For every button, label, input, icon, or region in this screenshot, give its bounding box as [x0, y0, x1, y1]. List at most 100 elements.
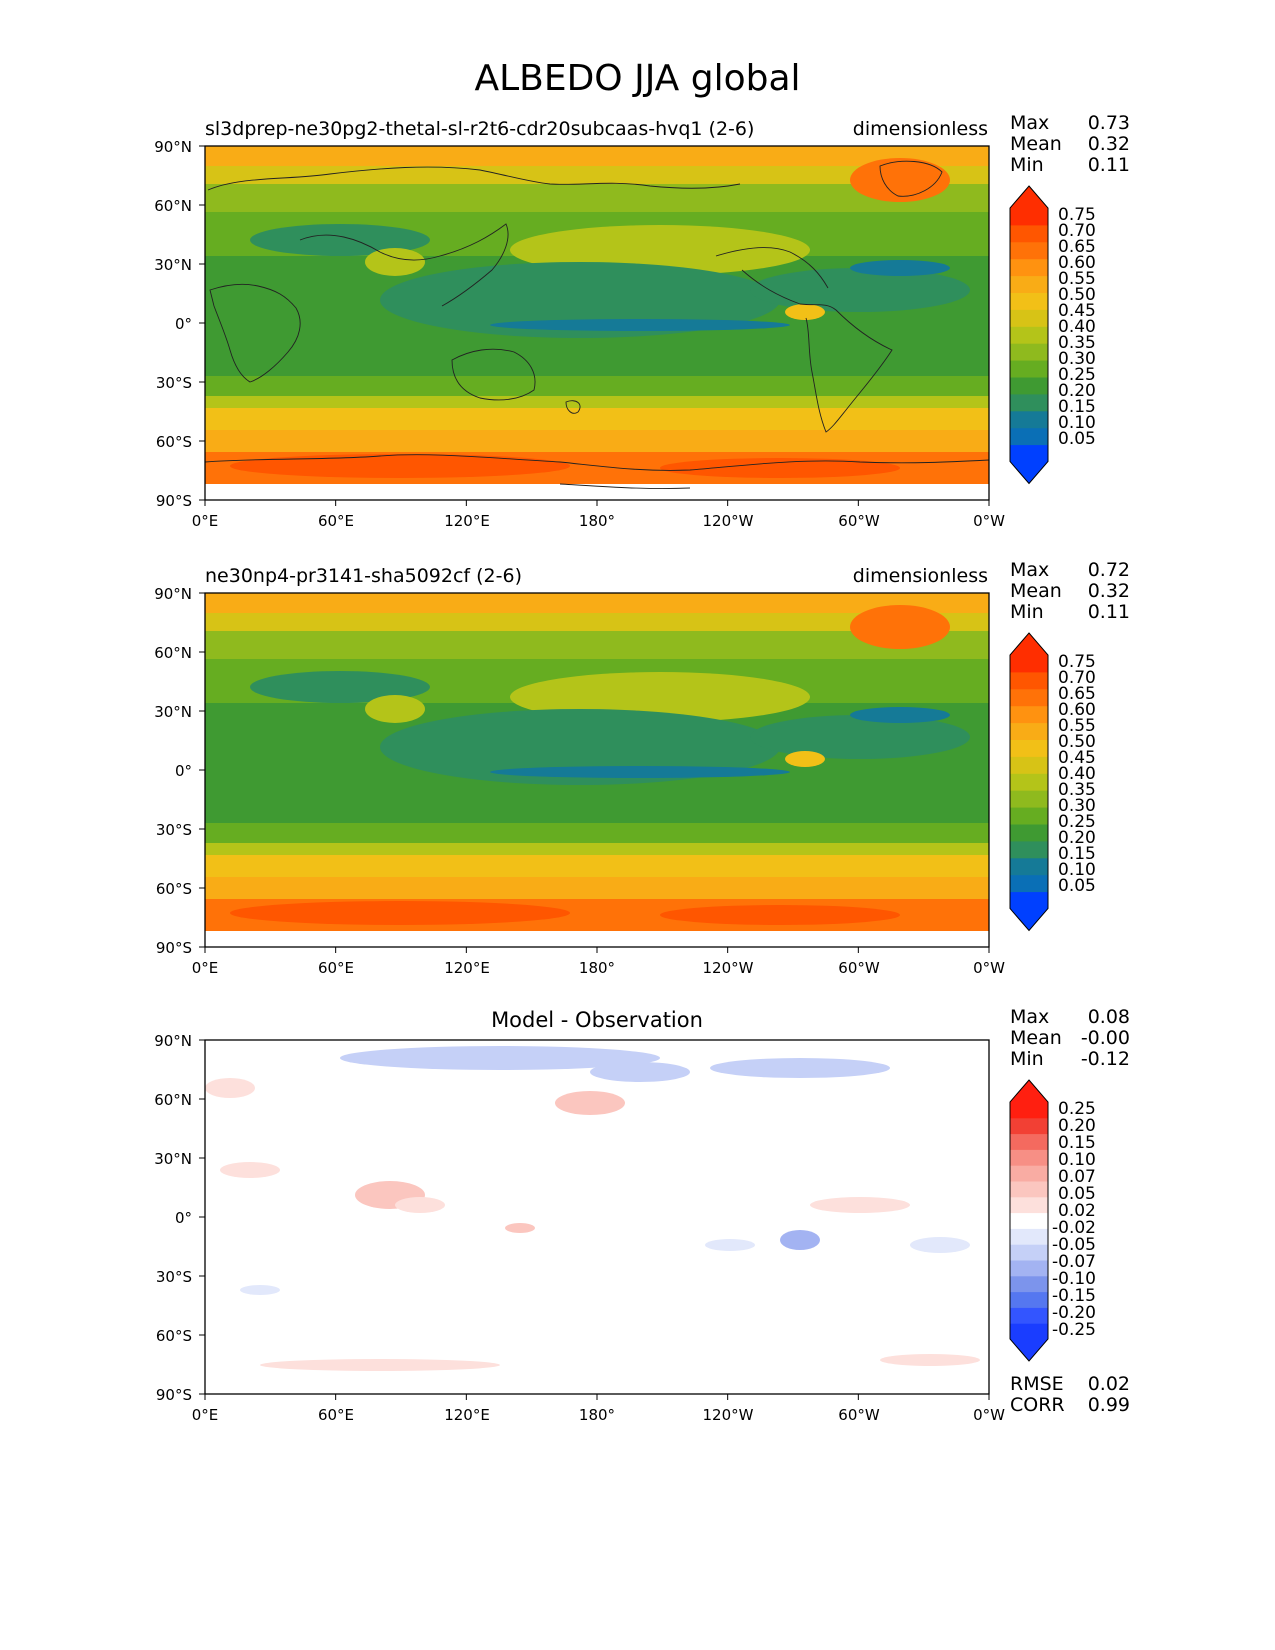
colorbar-label: 0.15	[1058, 397, 1096, 417]
colorbar-segment	[1010, 655, 1048, 673]
colorbar-segment	[1010, 1275, 1048, 1293]
y-tick-label: 60°S	[155, 880, 192, 898]
y-tick-label: 90°N	[154, 585, 192, 603]
y-tick-label: 30°N	[154, 1150, 192, 1168]
panel-1-tick-marks	[199, 145, 990, 506]
stat-value: 0.08	[1087, 1006, 1130, 1028]
x-tick-label: 180°	[578, 959, 616, 977]
colorbar-label: 0.20	[1058, 828, 1096, 848]
x-tick-label: 0°W	[973, 959, 1005, 977]
colorbar-segment	[1010, 671, 1048, 690]
y-tick-label: 60°N	[154, 197, 192, 215]
colorbar-label: 0.75	[1058, 205, 1096, 225]
colorbar-label: 0.45	[1058, 748, 1096, 768]
y-tick-label: 30°N	[154, 703, 192, 721]
colorbar-label: -0.25	[1052, 1320, 1096, 1340]
colorbar-outline	[1009, 185, 1049, 485]
colorbar-segment	[1010, 1260, 1048, 1277]
stat-label: RMSE	[1010, 1373, 1064, 1395]
stat-label: Min	[1010, 154, 1044, 176]
colorbar-label: 0.50	[1058, 732, 1096, 752]
figure-title: ALBEDO JJA global	[474, 58, 801, 99]
y-tick-label: 30°S	[155, 374, 192, 392]
colorbar-outline	[1009, 1079, 1049, 1362]
x-tick-label: 120°W	[702, 959, 754, 977]
colorbar-segment	[1010, 688, 1048, 707]
colorbar-label: 0.70	[1058, 668, 1096, 688]
stat-value: 0.11	[1087, 154, 1130, 176]
colorbar-segment	[1010, 292, 1048, 310]
colorbar-label: -0.07	[1052, 1252, 1096, 1272]
y-tick-label: 30°S	[155, 821, 192, 839]
colorbar-segment	[1010, 824, 1048, 842]
y-tick-label: 90°N	[154, 1032, 192, 1050]
stat-value: 0.99	[1087, 1394, 1130, 1416]
y-tick-label: 30°S	[155, 1268, 192, 1286]
x-tick-label: 180°	[578, 1406, 616, 1424]
colorbar-label: 0.60	[1058, 700, 1096, 720]
x-tick-label: 120°E	[444, 512, 490, 530]
panel-2-field	[205, 593, 989, 947]
x-tick-label: 0°W	[973, 512, 1005, 530]
colorbar-segment	[1010, 360, 1048, 378]
colorbar-label: 0.15	[1058, 1133, 1096, 1153]
panel-2-tick-marks	[199, 592, 990, 953]
colorbar-label: 0.75	[1058, 652, 1096, 672]
colorbar-segment	[1010, 1291, 1048, 1308]
colorbar-label: 0.65	[1058, 684, 1096, 704]
stat-label: CORR	[1010, 1394, 1065, 1416]
stat-label: Max	[1010, 559, 1050, 581]
colorbar-label: -0.10	[1052, 1269, 1096, 1289]
colorbar-segment	[1010, 410, 1048, 429]
colorbar-segment	[1010, 840, 1048, 859]
colorbar-extend-min	[1010, 1339, 1048, 1361]
x-tick-label: 0°W	[973, 1406, 1005, 1424]
colorbar-segment	[1010, 756, 1048, 774]
y-tick-label: 60°S	[155, 1327, 192, 1345]
colorbar-segment	[1010, 1323, 1048, 1340]
x-tick-label: 0°E	[191, 1406, 219, 1424]
stat-label: Mean	[1010, 1027, 1062, 1049]
x-tick-label: 60°E	[317, 959, 355, 977]
colorbar-label: 0.10	[1058, 1150, 1096, 1170]
stat-label: Min	[1010, 601, 1044, 623]
colorbar-segment	[1010, 1181, 1048, 1198]
colorbar-segment	[1010, 1149, 1048, 1166]
panel-3-title: Model - Observation	[491, 1008, 703, 1032]
colorbar-segment	[1010, 1307, 1048, 1324]
colorbar-segment	[1010, 773, 1048, 791]
colorbar-segment	[1010, 874, 1048, 893]
colorbar-label: 0.45	[1058, 301, 1096, 321]
colorbar-segment	[1010, 1244, 1048, 1261]
x-tick-label: 120°E	[444, 1406, 490, 1424]
colorbar-extend-min	[1010, 908, 1048, 931]
colorbar-outline	[1009, 632, 1049, 932]
stat-value: -0.12	[1080, 1048, 1130, 1070]
colorbar-extend-max	[1010, 1080, 1048, 1102]
colorbar-label: -0.20	[1052, 1303, 1096, 1323]
colorbar-label: -0.02	[1052, 1218, 1096, 1238]
colorbar-label: 0.35	[1058, 780, 1096, 800]
colorbar-segment	[1010, 722, 1048, 740]
panel-1-coastlines	[205, 160, 989, 489]
colorbar-segment	[1010, 1165, 1048, 1182]
colorbar-label: 0.15	[1058, 844, 1096, 864]
x-tick-label: 60°E	[317, 512, 355, 530]
stat-value: 0.32	[1087, 580, 1130, 602]
colorbar-label: 0.30	[1058, 796, 1096, 816]
panel-2-left-title: ne30np4-pr3141-sha5092cf (2-6)	[205, 565, 523, 587]
colorbar-label: 0.20	[1058, 1116, 1096, 1136]
y-tick-label: 60°N	[154, 644, 192, 662]
panel-3-tick-marks	[199, 1039, 990, 1400]
colorbar-extend-max	[1010, 186, 1048, 208]
colorbar-segment	[1010, 790, 1048, 808]
colorbar-label: 0.30	[1058, 349, 1096, 369]
colorbar-label: -0.15	[1052, 1286, 1096, 1306]
stat-value: 0.73	[1087, 112, 1130, 134]
colorbar-label: 0.25	[1058, 365, 1096, 385]
colorbar-segment	[1010, 427, 1048, 446]
stat-value: -0.00	[1080, 1027, 1130, 1049]
